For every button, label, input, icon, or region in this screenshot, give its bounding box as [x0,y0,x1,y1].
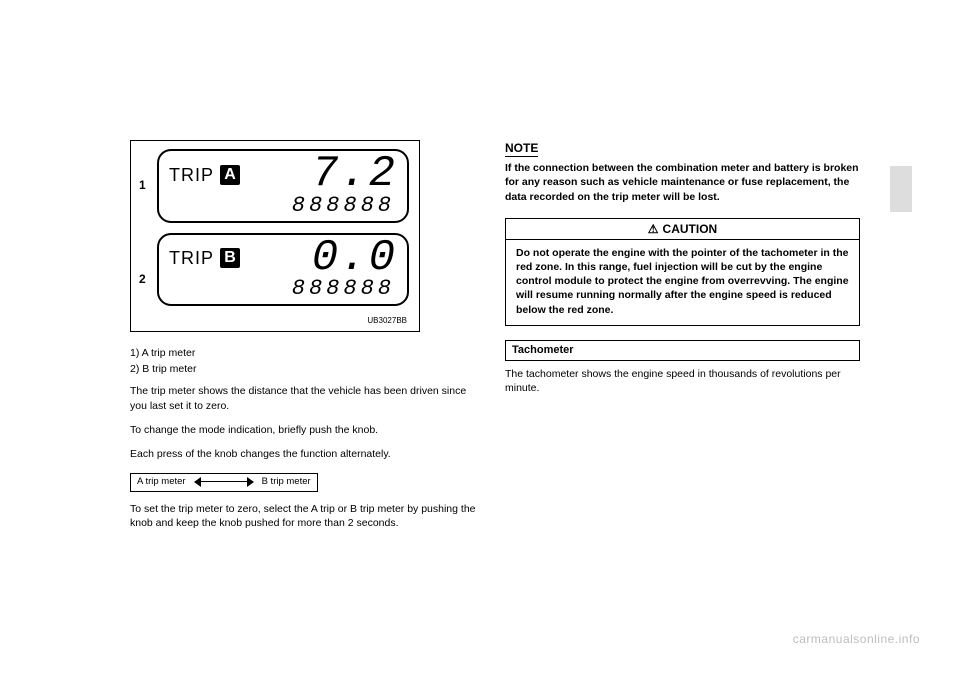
warning-icon: ⚠ [648,221,659,237]
left-column: 1 2 TRIP A 7.2 888888 TRIP B 0.0 888888 … [130,140,485,540]
page-side-tab [890,166,912,212]
figure-legend: 1) A trip meter 2) B trip meter [130,346,485,376]
left-para-4: To set the trip meter to zero, select th… [130,502,485,530]
caution-body: Do not operate the engine with the point… [506,240,859,325]
trip-panel-a: TRIP A 7.2 888888 [157,149,409,223]
trip-b-badge: B [220,248,240,268]
trip-toggle-diagram: A trip meter B trip meter [130,473,318,492]
note-body: If the connection between the combinatio… [505,161,860,204]
trip-meter-figure: 1 2 TRIP A 7.2 888888 TRIP B 0.0 888888 … [130,140,420,332]
figure-label-2: 2 [139,271,146,287]
trip-a-word: TRIP [169,163,214,187]
right-column: NOTE If the connection between the combi… [505,140,860,540]
note-title: NOTE [505,140,538,157]
trip-b-subdigits: 888888 [169,278,397,300]
section-heading-tachometer: Tachometer [505,340,860,361]
note-block: NOTE If the connection between the combi… [505,140,860,204]
left-para-3: Each press of the knob changes the funct… [130,447,485,461]
legend-item-1: 1) A trip meter [130,346,485,360]
trip-a-subdigits: 888888 [169,195,397,217]
toggle-label-a: A trip meter [137,476,186,489]
double-arrow-icon [194,477,254,487]
left-para-2: To change the mode indication, briefly p… [130,423,485,437]
figure-label-1: 1 [139,177,146,193]
trip-b-word: TRIP [169,246,214,270]
watermark: carmanualsonline.info [793,632,920,646]
caution-title: CAUTION [663,222,718,236]
figure-code: UB3027BB [157,316,409,327]
trip-a-badge: A [220,165,240,185]
page-content: 1 2 TRIP A 7.2 888888 TRIP B 0.0 888888 … [0,0,960,580]
trip-panel-b: TRIP B 0.0 888888 [157,233,409,307]
toggle-label-b: B trip meter [262,476,311,489]
trip-a-value: 7.2 [312,155,397,195]
left-para-1: The trip meter shows the distance that t… [130,384,485,412]
caution-header: ⚠ CAUTION [506,219,859,240]
caution-box: ⚠ CAUTION Do not operate the engine with … [505,218,860,326]
section-body-tachometer: The tachometer shows the engine speed in… [505,367,860,395]
legend-item-2: 2) B trip meter [130,362,485,376]
trip-b-value: 0.0 [312,239,397,279]
